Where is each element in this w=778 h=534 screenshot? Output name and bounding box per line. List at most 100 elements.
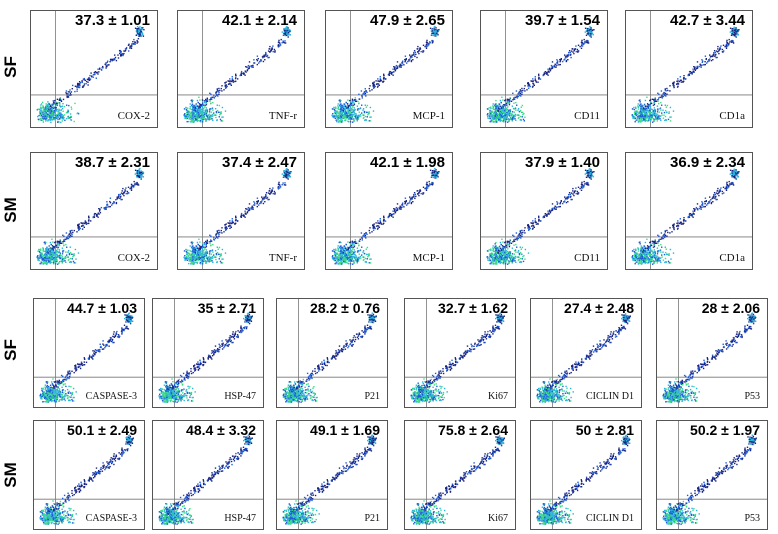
percentage-value: 37.3 ± 1.01	[75, 12, 150, 29]
dot-plot	[33, 298, 145, 408]
marker-label: CD1a	[719, 252, 745, 264]
scatter-panel: 47.9 ± 2.65 MCP-1	[325, 10, 453, 128]
marker-label: MCP-1	[412, 252, 445, 264]
marker-label: CASPASE-3	[85, 391, 137, 402]
dot-plot	[152, 420, 264, 530]
scatter-panel: 49.1 ± 1.69 P21	[276, 420, 388, 530]
marker-label: CD11	[574, 110, 600, 122]
row-label: SF	[1, 339, 20, 361]
scatter-panel: 50.2 ± 1.97 P53	[656, 420, 768, 530]
scatter-panel: 44.7 ± 1.03 CASPASE-3	[33, 298, 145, 408]
marker-label: COX-2	[117, 252, 150, 264]
percentage-value: 50.2 ± 1.97	[690, 422, 760, 438]
percentage-value: 32.7 ± 1.62	[438, 300, 508, 316]
dot-plot	[152, 298, 264, 408]
scatter-panel: 32.7 ± 1.62 Ki67	[404, 298, 516, 408]
marker-label: HSP-47	[224, 391, 256, 402]
marker-label: P21	[364, 391, 380, 402]
percentage-value: 42.1 ± 2.14	[222, 12, 297, 29]
event-scatter	[158, 434, 253, 525]
event-scatter	[662, 434, 757, 525]
dot-plot	[325, 10, 453, 128]
percentage-value: 48.4 ± 3.32	[186, 422, 256, 438]
event-scatter	[410, 312, 505, 403]
dot-plot	[530, 298, 642, 408]
percentage-value: 50.1 ± 2.49	[67, 422, 137, 438]
marker-label: COX-2	[117, 110, 150, 122]
percentage-value: 50 ± 2.81	[575, 422, 634, 438]
marker-label: P53	[744, 391, 760, 402]
event-scatter	[282, 312, 377, 403]
event-scatter	[486, 167, 595, 265]
event-scatter	[183, 25, 292, 123]
scatter-panel: 35 ± 2.71 HSP-47	[152, 298, 264, 408]
event-scatter	[536, 434, 631, 525]
marker-label: TNF-r	[268, 110, 297, 122]
marker-label: MCP-1	[412, 110, 445, 122]
dot-plot	[30, 10, 158, 128]
percentage-value: 39.7 ± 1.54	[525, 12, 600, 29]
percentage-value: 42.7 ± 3.44	[670, 12, 745, 29]
percentage-value: 49.1 ± 1.69	[310, 422, 380, 438]
marker-label: CASPASE-3	[85, 513, 137, 524]
scatter-panel: 42.7 ± 3.44 CD1a	[625, 10, 753, 128]
scatter-panel: 50.1 ± 2.49 CASPASE-3	[33, 420, 145, 530]
percentage-value: 75.8 ± 2.64	[438, 422, 508, 438]
percentage-value: 27.4 ± 2.48	[564, 300, 634, 316]
scatter-panel: 75.8 ± 2.64 Ki67	[404, 420, 516, 530]
percentage-value: 42.1 ± 1.98	[370, 154, 445, 171]
dot-plot	[177, 152, 305, 270]
scatter-panel: 48.4 ± 3.32 HSP-47	[152, 420, 264, 530]
percentage-value: 38.7 ± 2.31	[75, 154, 150, 171]
dot-plot	[404, 420, 516, 530]
event-scatter	[536, 313, 631, 403]
dot-plot	[276, 420, 388, 530]
marker-label: HSP-47	[224, 513, 256, 524]
event-scatter	[158, 312, 253, 403]
dot-plot	[177, 10, 305, 128]
percentage-value: 28 ± 2.06	[701, 300, 760, 316]
row-label: SF	[1, 56, 20, 78]
scatter-panel: 37.9 ± 1.40 CD11	[480, 152, 608, 270]
dot-plot	[625, 10, 753, 128]
percentage-value: 28.2 ± 0.76	[310, 300, 380, 316]
scatter-panel: 37.4 ± 2.47 TNF-r	[177, 152, 305, 270]
dot-plot	[480, 152, 608, 270]
scatter-panel: 36.9 ± 2.34 CD1a	[625, 152, 753, 270]
marker-label: CD1a	[719, 110, 745, 122]
marker-label: P53	[744, 513, 760, 524]
dot-plot	[480, 10, 608, 128]
marker-label: Ki67	[488, 391, 508, 402]
scatter-panel: 42.1 ± 1.98 MCP-1	[325, 152, 453, 270]
scatter-panel: 39.7 ± 1.54 CD11	[480, 10, 608, 128]
percentage-value: 37.4 ± 2.47	[222, 154, 297, 171]
dot-plot	[656, 420, 768, 530]
scatter-panel: 42.1 ± 2.14 TNF-r	[177, 10, 305, 128]
scatter-panel: 37.3 ± 1.01 COX-2	[30, 10, 158, 128]
marker-label: Ki67	[488, 513, 508, 524]
event-scatter	[486, 25, 595, 123]
event-scatter	[631, 168, 740, 265]
dot-plot	[656, 298, 768, 408]
event-scatter	[331, 167, 440, 265]
marker-label: CD11	[574, 252, 600, 264]
event-scatter	[36, 167, 145, 265]
marker-label: CICLIN D1	[585, 391, 634, 402]
marker-label: TNF-r	[268, 252, 297, 264]
row-label: SM	[1, 462, 20, 488]
event-scatter	[282, 434, 377, 525]
percentage-value: 37.9 ± 1.40	[525, 154, 600, 171]
event-scatter	[183, 167, 292, 265]
event-scatter	[39, 434, 134, 525]
dot-plot	[33, 420, 145, 530]
marker-label: P21	[364, 513, 380, 524]
event-scatter	[331, 25, 440, 123]
dot-plot	[404, 298, 516, 408]
percentage-value: 36.9 ± 2.34	[670, 154, 745, 171]
scatter-panel: 28 ± 2.06 P53	[656, 298, 768, 408]
event-scatter	[410, 435, 505, 525]
percentage-value: 35 ± 2.71	[197, 300, 256, 316]
scatter-panel: 27.4 ± 2.48 CICLIN D1	[530, 298, 642, 408]
scatter-panel: 28.2 ± 0.76 P21	[276, 298, 388, 408]
event-scatter	[36, 25, 145, 124]
